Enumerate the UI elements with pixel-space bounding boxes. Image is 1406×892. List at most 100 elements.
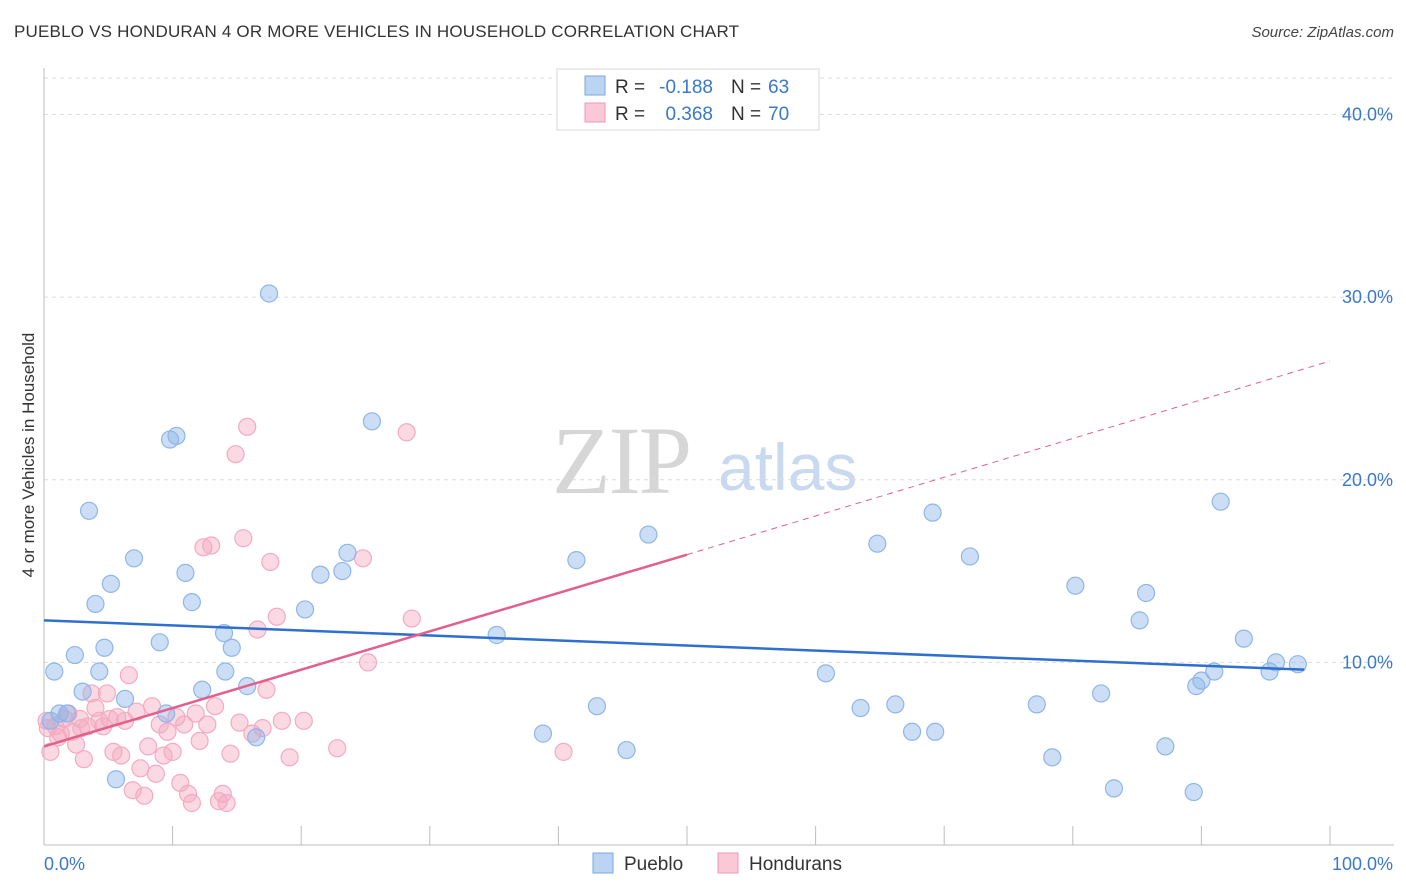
correlation-legend: R = -0.188 N = 63 R = 0.368 N = 70	[556, 68, 820, 131]
hondurans-point-26	[139, 737, 158, 756]
pueblo-point-48	[1066, 576, 1085, 595]
y-tick-label-40: 40.0%	[1342, 105, 1393, 125]
pueblo-point-49	[1091, 684, 1111, 703]
pueblo-point-45	[960, 547, 980, 566]
watermark-zip: ZIP	[552, 407, 690, 514]
pueblo-point-2	[50, 704, 69, 723]
pueblo-point-20	[193, 680, 212, 699]
hondurans-point-63	[358, 653, 378, 672]
pueblo-point-41	[886, 695, 905, 714]
hondurans-point-30	[154, 746, 173, 765]
pueblo-point-43	[923, 503, 942, 522]
pueblo-point-25	[247, 728, 266, 747]
hondurans-point-47	[221, 744, 240, 763]
hondurans-point-25	[135, 786, 154, 805]
pueblo-point-1	[45, 662, 64, 681]
hondurans-point-50	[234, 529, 253, 548]
hondurans-point-62	[353, 549, 373, 568]
pueblo-point-32	[487, 625, 506, 645]
hondurans-point-39	[190, 731, 209, 751]
pueblo-point-51	[1130, 611, 1149, 630]
hondurans-r-value: 0.368	[665, 104, 713, 125]
hondurans-point-11	[82, 684, 101, 703]
pueblo-point-28	[311, 565, 330, 584]
pueblo-point-53	[1156, 737, 1175, 756]
hondurans-point-69	[72, 719, 91, 738]
legend-pueblo-label: Pueblo	[624, 854, 683, 875]
hondurans-point-19	[112, 746, 131, 765]
pueblo-point-59	[1234, 629, 1253, 648]
hondurans-point-55	[257, 680, 276, 699]
series-hondurans-points	[37, 417, 573, 813]
pueblo-point-38	[816, 664, 835, 683]
source-credit: Source: ZipAtlas.com	[1251, 24, 1394, 41]
x-tick-label-max: 100.0%	[1332, 854, 1393, 874]
pueblo-point-31	[362, 412, 382, 431]
hondurans-point-36	[178, 784, 198, 803]
hondurans-point-29	[150, 715, 169, 734]
hondurans-point-38	[186, 704, 205, 723]
y-tick-label-30: 30.0%	[1342, 287, 1393, 307]
hondurans-point-57	[267, 607, 286, 626]
pueblo-point-36	[617, 740, 636, 760]
pueblo-point-40	[868, 534, 887, 553]
pueblo-point-55	[1187, 677, 1206, 696]
pueblo-point-12	[115, 689, 135, 709]
pueblo-point-3	[58, 704, 77, 723]
pueblo-point-21	[214, 624, 234, 643]
pueblo-point-9	[95, 638, 114, 657]
pueblo-point-11	[106, 770, 126, 789]
pueblo-n-value: 63	[768, 77, 789, 98]
hondurans-point-48	[226, 445, 245, 464]
pueblo-point-34	[567, 551, 586, 570]
pueblo-point-5	[73, 682, 92, 701]
pueblo-point-56	[1192, 671, 1211, 690]
pueblo-point-4	[65, 645, 84, 665]
hondurans-trend-extension	[686, 360, 1331, 556]
hondurans-point-65	[402, 609, 421, 628]
hondurans-point-22	[123, 781, 142, 800]
hondurans-point-66	[554, 742, 573, 761]
pueblo-point-50	[1104, 779, 1124, 798]
pueblo-trend-line	[43, 619, 1305, 671]
x-tick-label-min: 0.0%	[44, 854, 85, 874]
pueblo-point-22	[216, 662, 235, 681]
pueblo-swatch	[584, 75, 606, 96]
hondurans-point-56	[261, 552, 280, 572]
series-legend: Pueblo Hondurans	[592, 852, 842, 875]
hondurans-point-33	[167, 708, 186, 727]
legend-hondurans-label: Hondurans	[749, 854, 842, 875]
hondurans-trend-line	[43, 553, 688, 748]
pueblo-point-27	[295, 600, 315, 619]
hondurans-point-60	[294, 711, 313, 730]
hondurans-point-54	[253, 719, 272, 738]
pueblo-point-6	[79, 501, 99, 520]
hondurans-point-51	[238, 417, 257, 436]
trend-lines	[43, 360, 1331, 748]
hondurans-point-21	[119, 666, 138, 685]
pueblo-r-label: R =	[615, 77, 645, 98]
pueblo-point-18	[176, 563, 195, 582]
hondurans-point-43	[205, 697, 225, 716]
gridlines	[44, 77, 1394, 663]
pueblo-point-54	[1184, 782, 1203, 802]
axes	[43, 68, 1394, 846]
hondurans-point-42	[202, 536, 221, 555]
pueblo-point-58	[1211, 492, 1230, 511]
hondurans-point-45	[213, 784, 232, 803]
pueblo-point-42	[902, 722, 922, 741]
pueblo-point-29	[333, 561, 352, 581]
pueblo-point-14	[150, 633, 169, 652]
pueblo-point-37	[639, 525, 658, 544]
watermark-atlas: atlas	[718, 430, 857, 504]
hondurans-point-15	[97, 684, 117, 703]
hondurans-point-41	[198, 715, 217, 734]
pueblo-point-13	[124, 549, 144, 568]
hondurans-point-35	[175, 715, 194, 734]
hondurans-point-61	[328, 739, 347, 758]
pueblo-point-39	[851, 698, 870, 718]
pueblo-point-7	[86, 594, 105, 614]
hondurans-swatch	[584, 102, 606, 123]
y-tick-label-10: 10.0%	[1342, 652, 1393, 672]
